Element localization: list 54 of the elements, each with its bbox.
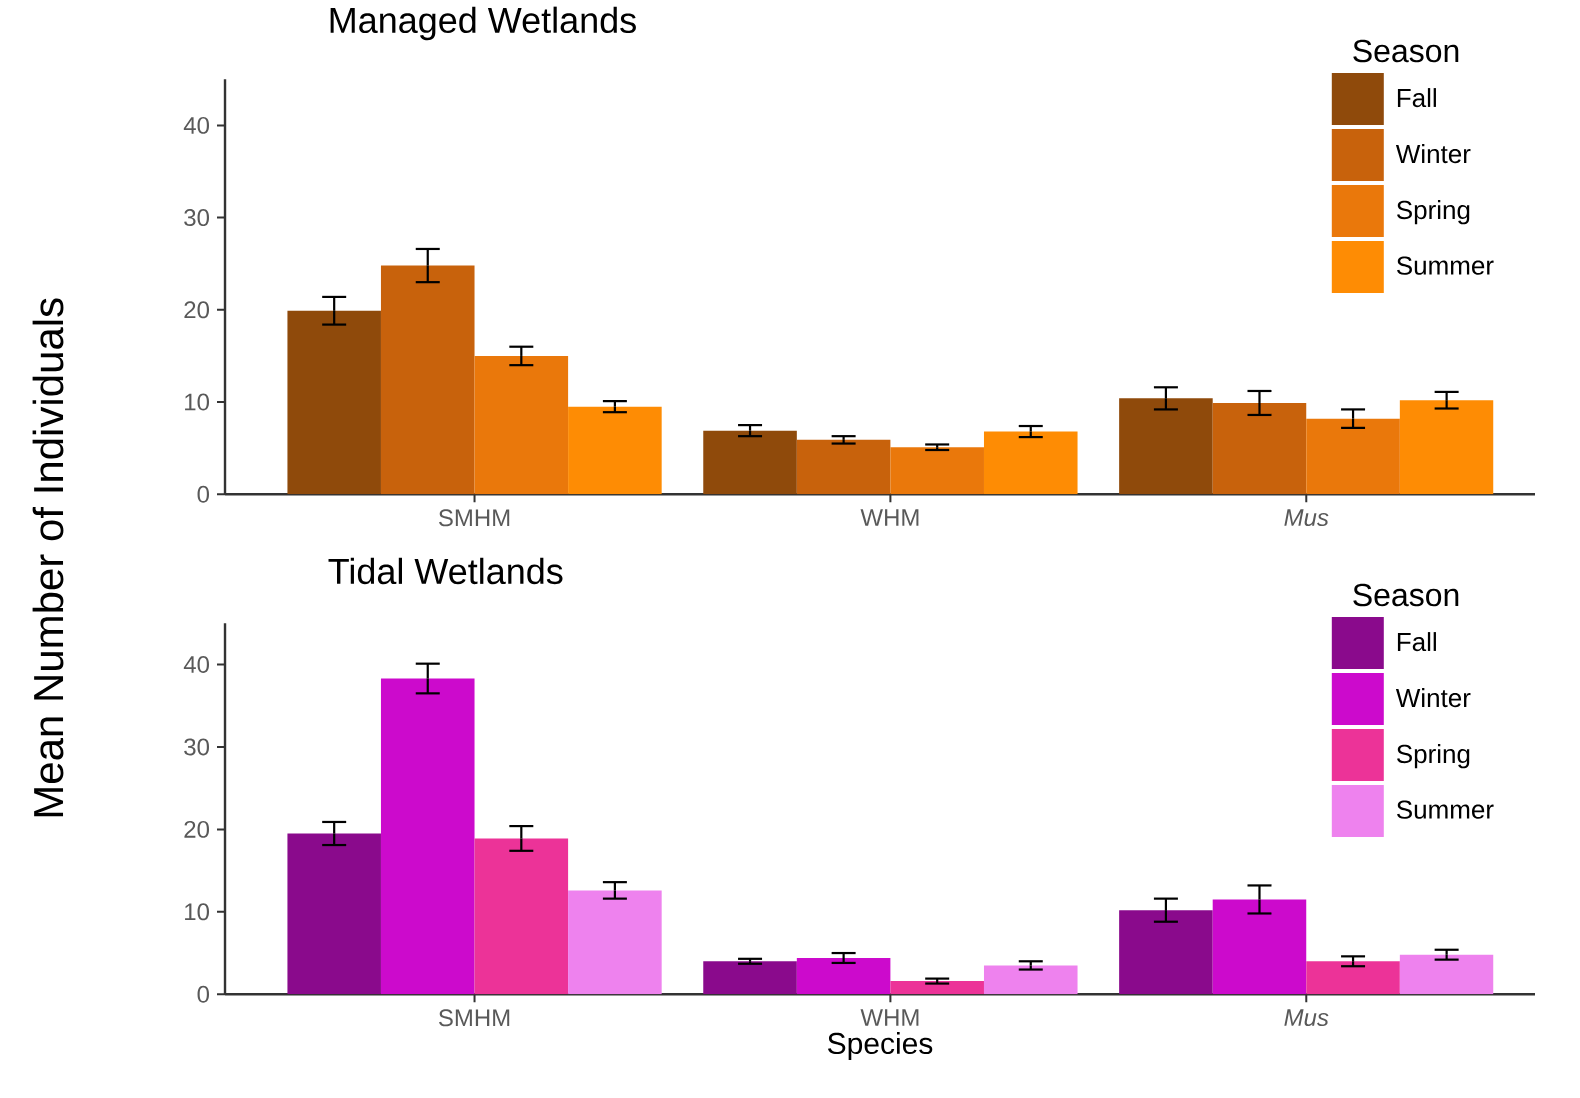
- legend-title: Season: [1353, 39, 1459, 63]
- legend-label: Fall: [1397, 631, 1436, 652]
- bar: [568, 406, 662, 495]
- bar: [287, 310, 381, 495]
- bar: [890, 447, 984, 495]
- bar: [1212, 899, 1307, 995]
- x-tick-label: Mus: [1284, 1009, 1329, 1026]
- legend-title: Season: [1353, 583, 1459, 607]
- bar: [1212, 402, 1307, 495]
- y-tick-label: 10: [185, 393, 210, 411]
- bar: [474, 355, 569, 495]
- y-tick-label: 0: [197, 485, 210, 503]
- y-tick-label: 20: [184, 820, 210, 838]
- bar: [796, 957, 891, 995]
- y-tick-label: 10: [185, 903, 210, 921]
- y-tick-label: 0: [197, 985, 210, 1003]
- legend-label: Fall: [1397, 87, 1436, 108]
- chart-title: Tidal Wetlands: [328, 557, 563, 585]
- bar: [474, 838, 569, 995]
- legend-label: Summer: [1396, 800, 1494, 819]
- bar: [703, 430, 797, 495]
- x-tick-label: WHM: [860, 509, 919, 526]
- y-axis-title: Mean Number of Individuals: [32, 298, 64, 817]
- bar: [703, 961, 797, 995]
- bar: [1399, 400, 1494, 495]
- bar: [1399, 954, 1494, 995]
- bar: [568, 890, 662, 995]
- bar: [1306, 961, 1400, 995]
- bar: [1119, 398, 1213, 495]
- legend-label: Summer: [1396, 256, 1494, 275]
- legend-label: Spring: [1396, 199, 1470, 225]
- x-tick-label: Mus: [1284, 509, 1329, 526]
- x-tick-label: WHM: [860, 1009, 919, 1026]
- bar: [1119, 910, 1213, 995]
- legend-label: Winter: [1395, 143, 1471, 164]
- legend-label: Winter: [1395, 687, 1471, 708]
- bar: [890, 980, 984, 995]
- bar: [380, 678, 475, 995]
- y-tick-label: 30: [184, 208, 210, 226]
- bar: [287, 833, 381, 995]
- legend-label: Spring: [1396, 743, 1470, 769]
- bar: [380, 265, 475, 495]
- x-tick-label: SMHM: [438, 1009, 510, 1027]
- x-axis-title: Species: [827, 1031, 933, 1060]
- chart-title: Managed Wetlands: [330, 6, 636, 41]
- bar: [983, 431, 1078, 495]
- x-tick-label: SMHM: [438, 509, 510, 527]
- y-tick-label: 40: [183, 655, 210, 673]
- y-tick-label: 30: [184, 738, 210, 756]
- y-tick-label: 20: [184, 301, 210, 319]
- bar: [796, 439, 891, 495]
- bar: [1306, 418, 1400, 495]
- y-tick-label: 40: [183, 116, 210, 134]
- bar: [983, 965, 1078, 995]
